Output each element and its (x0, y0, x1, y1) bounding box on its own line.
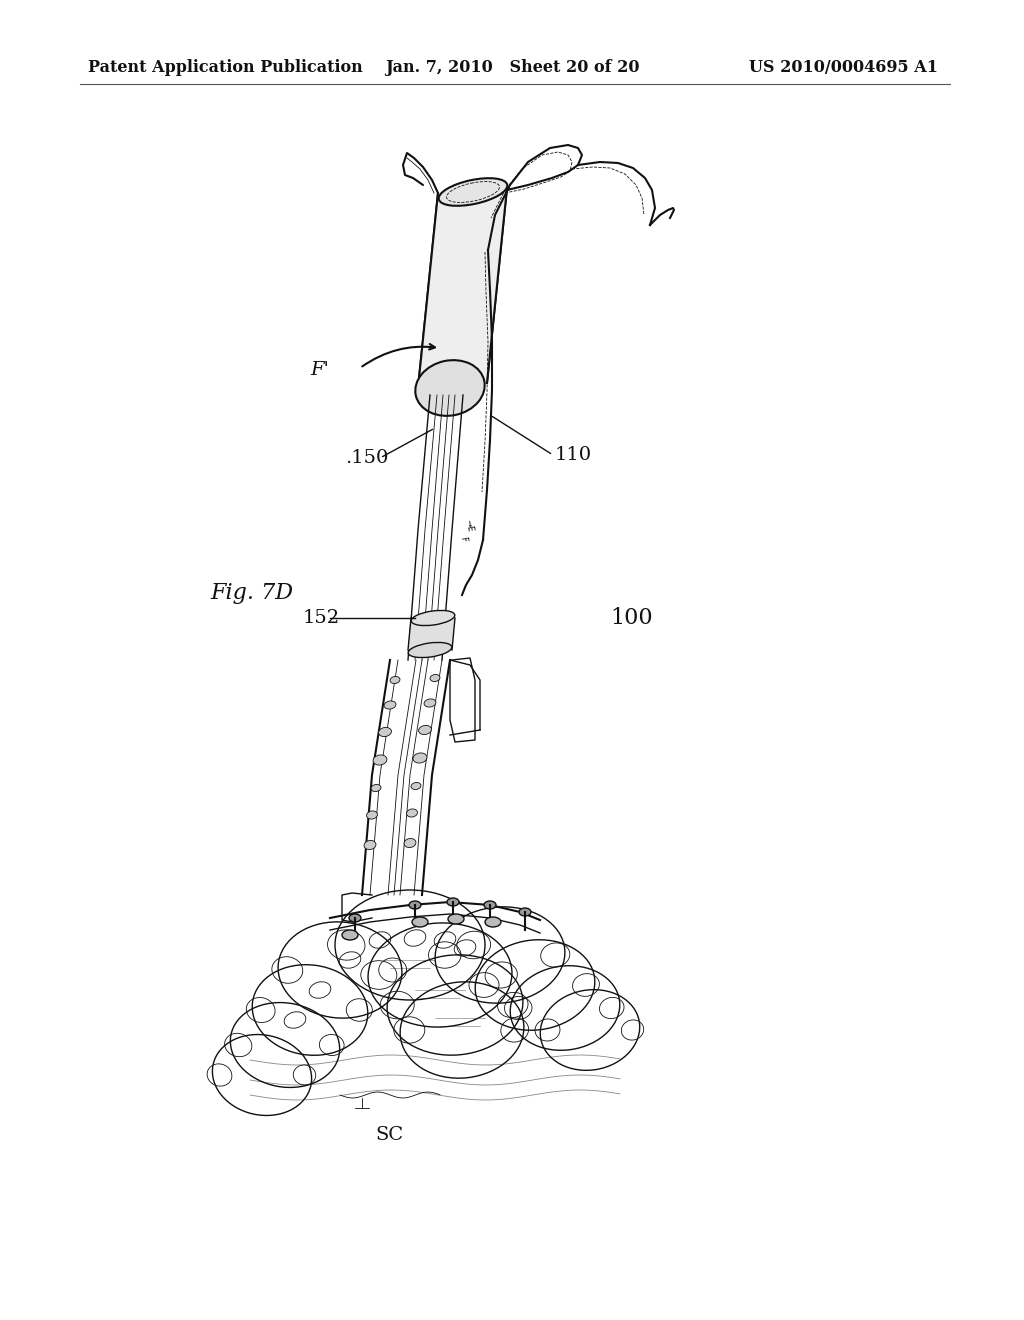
Text: US 2010/0004695 A1: US 2010/0004695 A1 (749, 59, 938, 77)
Ellipse shape (484, 902, 496, 909)
Text: Fig. 7D: Fig. 7D (210, 582, 293, 605)
Ellipse shape (411, 783, 421, 789)
Ellipse shape (409, 643, 452, 657)
Ellipse shape (404, 838, 416, 847)
Polygon shape (418, 187, 507, 388)
Ellipse shape (447, 898, 459, 906)
Text: 100: 100 (610, 607, 652, 630)
Ellipse shape (416, 360, 484, 416)
Ellipse shape (367, 810, 378, 818)
Text: F: F (458, 536, 468, 543)
Text: →E: →E (464, 519, 475, 532)
Ellipse shape (412, 610, 455, 626)
Ellipse shape (390, 676, 400, 684)
Ellipse shape (409, 902, 421, 909)
Ellipse shape (407, 809, 418, 817)
Ellipse shape (373, 755, 387, 766)
Ellipse shape (379, 727, 391, 737)
Ellipse shape (371, 784, 381, 792)
Ellipse shape (519, 908, 531, 916)
Ellipse shape (412, 917, 428, 927)
Ellipse shape (419, 726, 431, 734)
Text: 152: 152 (303, 609, 340, 627)
Text: SC: SC (375, 1126, 403, 1144)
Text: Jan. 7, 2010   Sheet 20 of 20: Jan. 7, 2010 Sheet 20 of 20 (385, 59, 639, 77)
Ellipse shape (430, 675, 440, 681)
Text: F': F' (310, 360, 329, 379)
Ellipse shape (342, 931, 358, 940)
Ellipse shape (365, 841, 376, 850)
Polygon shape (408, 618, 455, 649)
Ellipse shape (449, 913, 464, 924)
Text: Patent Application Publication: Patent Application Publication (88, 59, 362, 77)
Ellipse shape (384, 701, 396, 709)
Text: .150: .150 (345, 449, 388, 467)
Text: 110: 110 (555, 446, 592, 465)
Ellipse shape (438, 178, 507, 206)
Ellipse shape (349, 913, 361, 921)
Ellipse shape (485, 917, 501, 927)
Ellipse shape (424, 698, 436, 708)
Ellipse shape (413, 752, 427, 763)
